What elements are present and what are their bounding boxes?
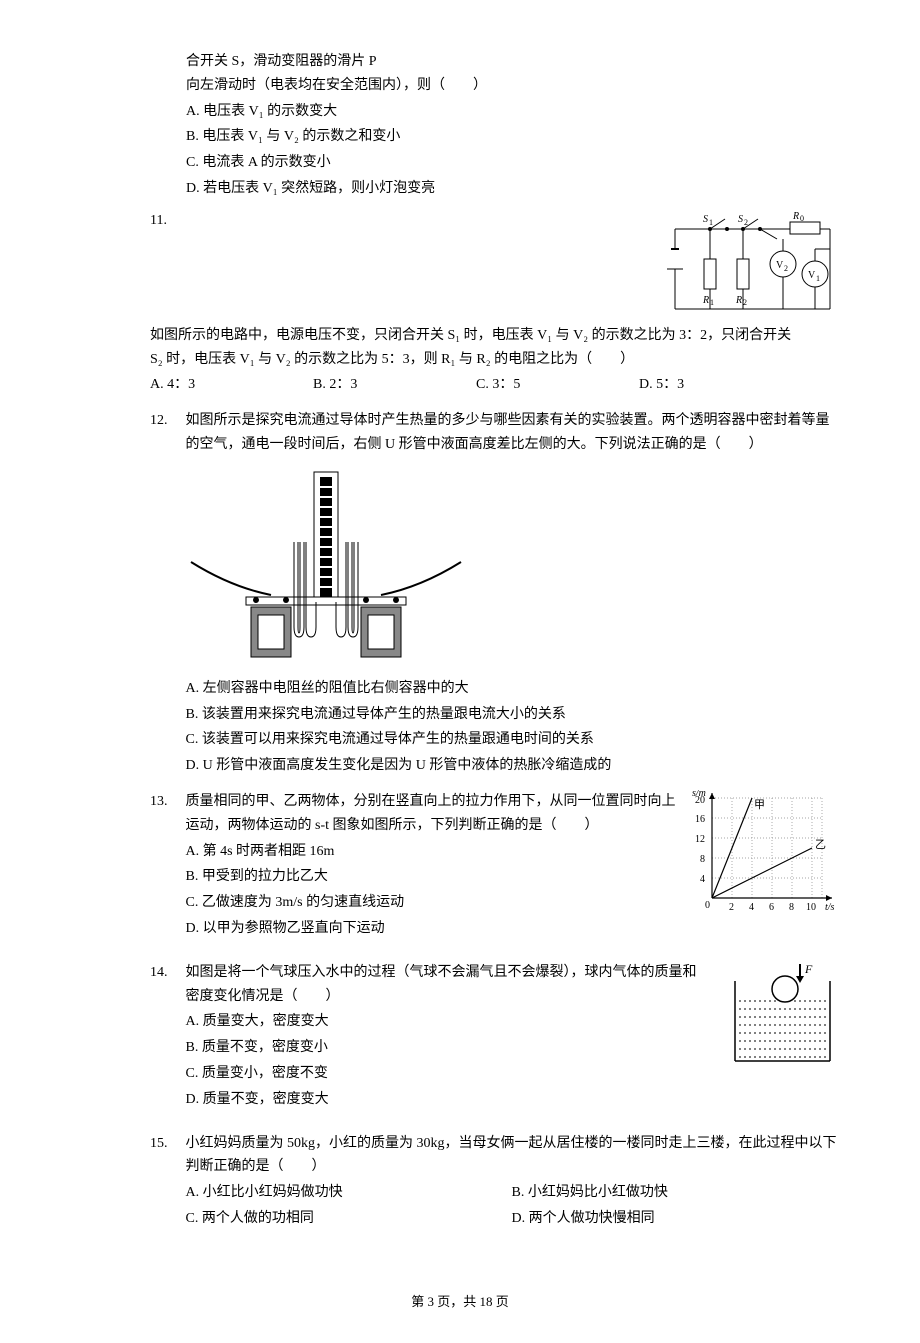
q13-num: 13. bbox=[150, 790, 182, 814]
q15-opt-c: C. 两个人做的功相同 bbox=[186, 1207, 512, 1231]
q15-options: A. 小红比小红妈妈做功快 B. 小红妈妈比小红做功快 C. 两个人做的功相同 … bbox=[186, 1179, 838, 1231]
svg-text:0: 0 bbox=[800, 214, 804, 223]
svg-text:4: 4 bbox=[700, 874, 705, 885]
q11-opt-a: A. 4：3 bbox=[150, 373, 313, 397]
balloon-diagram: F bbox=[725, 961, 840, 1071]
q12-num: 12. bbox=[150, 409, 182, 433]
svg-text:16: 16 bbox=[695, 814, 705, 825]
circuit-diagram: S1 S2 R0 R1 R2 V2 bbox=[665, 209, 840, 324]
q13-options: A. 第 4s 时两者相距 16m B. 甲受到的拉力比乙大 C. 乙做速度为 … bbox=[186, 840, 676, 941]
q11-num: 11. bbox=[150, 209, 182, 233]
q11-text: 如图所示的电路中，电源电压不变，只闭合开关 S₁ 时，电压表 V₁ 与 V₂ 的… bbox=[150, 324, 802, 372]
q10-opt-d: D. 若电压表 V₁ 突然短路，则小灯泡变亮 bbox=[186, 177, 840, 201]
q11-opt-c: C. 3：5 bbox=[476, 373, 639, 397]
q14-opt-b: B. 质量不变，密度变小 bbox=[186, 1036, 706, 1060]
q15-opt-d: D. 两个人做功快慢相同 bbox=[512, 1207, 838, 1231]
svg-text:R: R bbox=[735, 295, 742, 306]
q15-num: 15. bbox=[150, 1132, 182, 1156]
q10-options: A. 电压表 V₁ 的示数变大 B. 电压表 V₁ 与 V₂ 的示数之和变小 C… bbox=[186, 100, 840, 201]
question-14: F 14. 如图是将一个气球压入水中的过程（气球不会漏气且不会爆裂），球内气体的… bbox=[150, 961, 840, 1112]
question-15: 15. 小红妈妈质量为 50kg，小红的质量为 30kg，当母女俩一起从居住楼的… bbox=[150, 1132, 840, 1231]
question-11: S1 S2 R0 R1 R2 V2 bbox=[150, 209, 840, 397]
svg-text:10: 10 bbox=[806, 902, 816, 913]
q13-opt-b: B. 甲受到的拉力比乙大 bbox=[186, 865, 676, 889]
q14-text: 如图是将一个气球压入水中的过程（气球不会漏气且不会爆裂），球内气体的质量和密度变… bbox=[186, 961, 706, 1009]
svg-text:1: 1 bbox=[710, 298, 714, 307]
svg-text:2: 2 bbox=[744, 218, 748, 227]
q10-continuation: 合开关 S，滑动变阻器的滑片 P 向左滑动时（电表均在安全范围内），则（ ） A… bbox=[186, 50, 840, 201]
svg-text:20: 20 bbox=[695, 795, 705, 806]
q14-opt-a: A. 质量变大，密度变大 bbox=[186, 1010, 706, 1034]
q10-opt-c: C. 电流表 A 的示数变小 bbox=[186, 151, 840, 175]
q13-opt-d: D. 以甲为参照物乙竖直向下运动 bbox=[186, 917, 676, 941]
q10-opt-b: B. 电压表 V₁ 与 V₂ 的示数之和变小 bbox=[186, 125, 840, 149]
q12-opt-d: D. U 形管中液面高度发生变化是因为 U 形管中液体的热胀冷缩造成的 bbox=[186, 754, 838, 778]
q13-opt-a: A. 第 4s 时两者相距 16m bbox=[186, 840, 676, 864]
q11-options: A. 4：3 B. 2：3 C. 3：5 D. 5：3 bbox=[150, 371, 802, 397]
q12-figure bbox=[186, 467, 838, 667]
svg-text:S: S bbox=[703, 214, 708, 225]
q11-opt-d: D. 5：3 bbox=[639, 373, 802, 397]
q12-opt-a: A. 左侧容器中电阻丝的阻值比右侧容器中的大 bbox=[186, 677, 838, 701]
q13-figure: 甲 乙 s/m t/s 0 4 8 12 16 20 2 4 6 8 bbox=[690, 790, 840, 915]
q13-opt-c: C. 乙做速度为 3m/s 的匀速直线运动 bbox=[186, 891, 676, 915]
q14-options: A. 质量变大，密度变大 B. 质量不变，密度变小 C. 质量变小，密度不变 D… bbox=[186, 1010, 706, 1111]
q11-opt-b: B. 2：3 bbox=[313, 373, 476, 397]
q14-opt-d: D. 质量不变，密度变大 bbox=[186, 1088, 706, 1112]
page-number: 第 3 页，共 18 页 bbox=[411, 1294, 509, 1309]
svg-text:0: 0 bbox=[705, 900, 710, 911]
svg-text:2: 2 bbox=[743, 298, 747, 307]
q12-options: A. 左侧容器中电阻丝的阻值比右侧容器中的大 B. 该装置用来探究电流通过导体产… bbox=[186, 677, 838, 778]
q10-line1: 合开关 S，滑动变阻器的滑片 P bbox=[186, 50, 840, 74]
svg-text:4: 4 bbox=[749, 902, 754, 913]
heat-apparatus-diagram bbox=[186, 467, 466, 667]
q13-text: 质量相同的甲、乙两物体，分别在竖直向上的拉力作用下，从同一位置同时向上运动，两物… bbox=[186, 790, 676, 838]
q14-figure: F bbox=[725, 961, 840, 1071]
svg-text:S: S bbox=[738, 214, 743, 225]
svg-text:V: V bbox=[776, 260, 784, 271]
question-13: 甲 乙 s/m t/s 0 4 8 12 16 20 2 4 6 8 bbox=[150, 790, 840, 941]
svg-text:R: R bbox=[702, 295, 709, 306]
chart-xlabel: t/s bbox=[825, 902, 835, 913]
svg-text:2: 2 bbox=[729, 902, 734, 913]
q10-line2: 向左滑动时（电表均在安全范围内），则（ ） bbox=[186, 74, 840, 98]
q11-figure: S1 S2 R0 R1 R2 V2 bbox=[665, 209, 840, 324]
svg-text:1: 1 bbox=[709, 218, 713, 227]
q12-opt-c: C. 该装置可以用来探究电流通过导体产生的热量跟通电时间的关系 bbox=[186, 728, 838, 752]
svg-text:1: 1 bbox=[816, 274, 820, 283]
svg-text:8: 8 bbox=[789, 902, 794, 913]
q14-opt-c: C. 质量变小，密度不变 bbox=[186, 1062, 706, 1086]
chart-label-jia: 甲 bbox=[754, 799, 765, 811]
question-12: 12. 如图所示是探究电流通过导体时产生热量的多少与哪些因素有关的实验装置。两个… bbox=[150, 409, 840, 778]
q14-num: 14. bbox=[150, 961, 182, 985]
q10-opt-a: A. 电压表 V₁ 的示数变大 bbox=[186, 100, 840, 124]
svg-text:2: 2 bbox=[784, 264, 788, 273]
svg-text:8: 8 bbox=[700, 854, 705, 865]
q12-opt-b: B. 该装置用来探究电流通过导体产生的热量跟电流大小的关系 bbox=[186, 703, 838, 727]
svg-text:12: 12 bbox=[695, 834, 705, 845]
chart-label-yi: 乙 bbox=[815, 838, 826, 851]
svg-text:V: V bbox=[808, 270, 816, 281]
svg-text:6: 6 bbox=[769, 902, 774, 913]
svg-text:R: R bbox=[792, 211, 799, 222]
svg-text:F: F bbox=[804, 962, 813, 976]
q12-text: 如图所示是探究电流通过导体时产生热量的多少与哪些因素有关的实验装置。两个透明容器… bbox=[186, 409, 838, 457]
q15-text: 小红妈妈质量为 50kg，小红的质量为 30kg，当母女俩一起从居住楼的一楼同时… bbox=[186, 1132, 838, 1180]
q15-opt-b: B. 小红妈妈比小红做功快 bbox=[512, 1181, 838, 1205]
q15-opt-a: A. 小红比小红妈妈做功快 bbox=[186, 1181, 512, 1205]
st-chart: 甲 乙 s/m t/s 0 4 8 12 16 20 2 4 6 8 bbox=[690, 790, 840, 915]
